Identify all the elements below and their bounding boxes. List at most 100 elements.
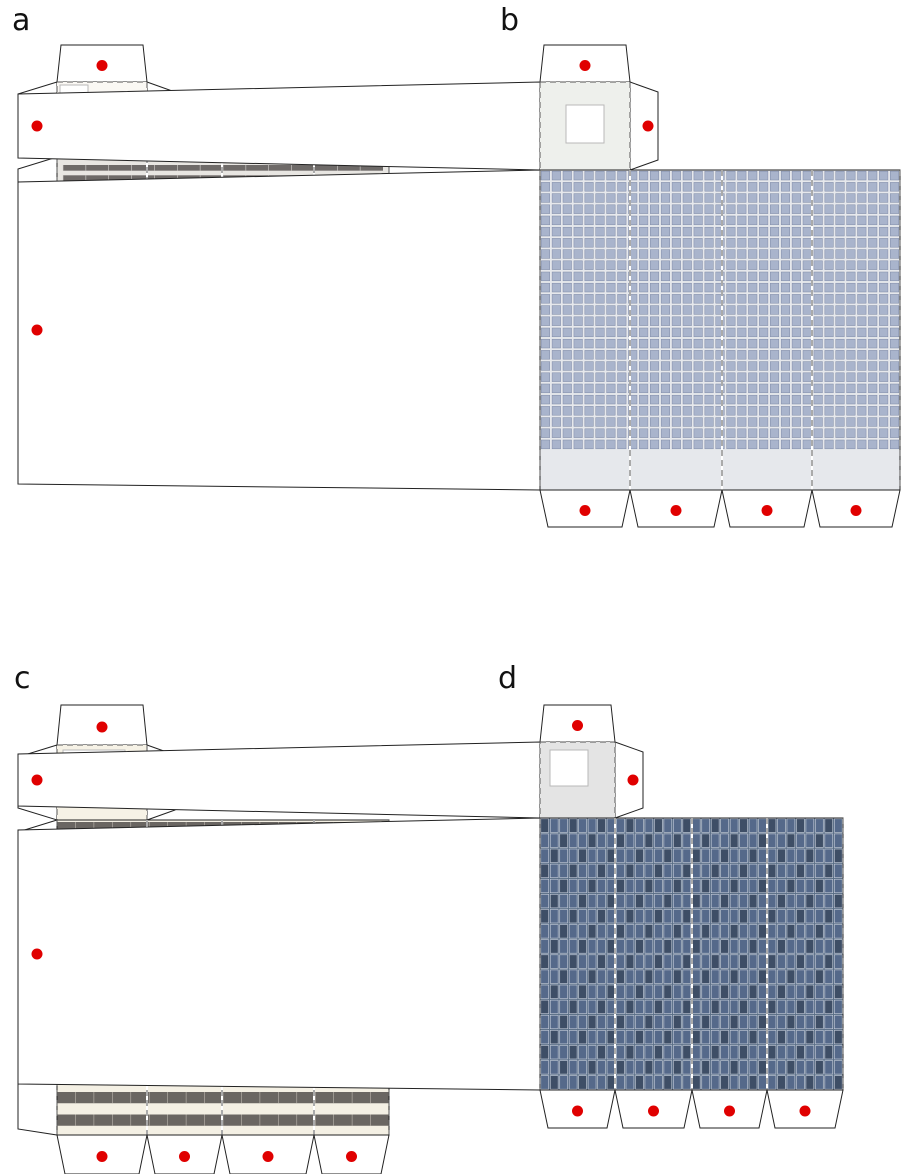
glass-panel <box>720 999 729 1014</box>
window-cell <box>660 249 670 259</box>
window-cell <box>650 249 660 259</box>
glass-panel <box>644 909 654 924</box>
glass-panel <box>635 894 644 909</box>
glass-panel <box>673 833 682 848</box>
window-cell <box>835 238 845 248</box>
glass-panel <box>559 1075 568 1090</box>
window-cell <box>770 394 780 405</box>
window-cell <box>704 226 714 237</box>
window-cell <box>650 260 660 270</box>
window-cell <box>770 361 780 371</box>
window-cell <box>890 372 900 382</box>
window-cell <box>802 361 812 371</box>
window-cell <box>824 350 834 360</box>
window-cell <box>682 338 692 349</box>
window-cell <box>737 350 747 360</box>
glass-panel <box>834 999 843 1014</box>
glass-panel <box>767 863 777 878</box>
glass-panel <box>777 984 786 999</box>
window-cell <box>890 215 900 226</box>
glass-panel <box>786 1014 796 1030</box>
glass-panel <box>654 848 663 863</box>
glass-panel <box>824 833 834 848</box>
window-cell <box>650 294 660 304</box>
window-cell <box>846 406 856 416</box>
window-cell <box>584 316 594 326</box>
window-cell <box>846 338 856 349</box>
window-cell <box>639 305 649 315</box>
window-cell <box>759 226 769 237</box>
glass-panel <box>701 894 710 909</box>
window-cell <box>748 260 758 270</box>
window-cell <box>562 394 572 405</box>
window-cell <box>770 193 780 203</box>
window-cell <box>704 238 714 248</box>
window-cell <box>824 260 834 270</box>
glass-panel <box>748 878 758 894</box>
glass-panel <box>777 969 786 984</box>
window-cell <box>595 305 605 315</box>
window-cell <box>737 383 747 394</box>
glass-panel <box>815 969 824 984</box>
glass-panel <box>635 1045 644 1060</box>
glass-panel <box>616 833 625 848</box>
glass-panel <box>616 924 625 939</box>
window-cell <box>791 170 801 181</box>
window-cell <box>584 170 594 181</box>
window-cell <box>551 361 561 371</box>
window-cell <box>715 282 725 293</box>
window-cell <box>660 204 670 214</box>
glass-panel <box>710 894 720 909</box>
window-cell <box>639 226 649 237</box>
glass-panel <box>834 848 843 863</box>
window-cell <box>584 271 594 282</box>
glass-panel <box>559 924 568 939</box>
window-cell <box>595 338 605 349</box>
glass-panel <box>644 1060 654 1075</box>
glass-panel <box>758 969 767 984</box>
window-cell <box>770 249 780 259</box>
window-cell <box>802 350 812 360</box>
glass-panel <box>767 878 777 894</box>
window-cell <box>584 338 594 349</box>
glass-panel <box>691 848 701 863</box>
window-cell <box>715 316 725 326</box>
window-cell <box>639 383 649 394</box>
glass-panel <box>739 848 748 863</box>
glass-panel <box>758 984 767 999</box>
glass-panel <box>748 909 758 924</box>
window-cell <box>540 182 550 192</box>
glass-panel <box>777 1030 786 1045</box>
glass-panel <box>644 818 654 833</box>
glue-dot <box>761 505 773 516</box>
glass-panel <box>568 939 578 954</box>
glass-panel <box>587 939 597 954</box>
window-cell <box>671 372 681 382</box>
window-cell <box>551 406 561 416</box>
window-cell <box>824 215 834 226</box>
window-cell <box>595 170 605 181</box>
glass-panel <box>786 878 796 894</box>
glass-panel <box>777 1075 786 1090</box>
glass-panel <box>682 984 691 999</box>
glass-panel <box>540 1030 549 1045</box>
glass-panel <box>691 833 701 848</box>
window-cell <box>802 327 812 338</box>
window-cell <box>759 249 769 259</box>
glass-panel <box>597 939 606 954</box>
glass-panel <box>720 954 729 969</box>
window-cell <box>704 271 714 282</box>
window-cell <box>639 338 649 349</box>
window-cell <box>671 394 681 405</box>
window-cell <box>748 350 758 360</box>
window-cell <box>562 406 572 416</box>
window-cell <box>890 338 900 349</box>
window-cell <box>606 271 616 282</box>
window-cell <box>639 417 649 427</box>
window-cell <box>770 428 780 438</box>
glass-panel <box>587 878 597 894</box>
glass-panel <box>777 848 786 863</box>
window-cell <box>737 215 747 226</box>
window-cell <box>791 305 801 315</box>
window-cell <box>540 439 550 450</box>
